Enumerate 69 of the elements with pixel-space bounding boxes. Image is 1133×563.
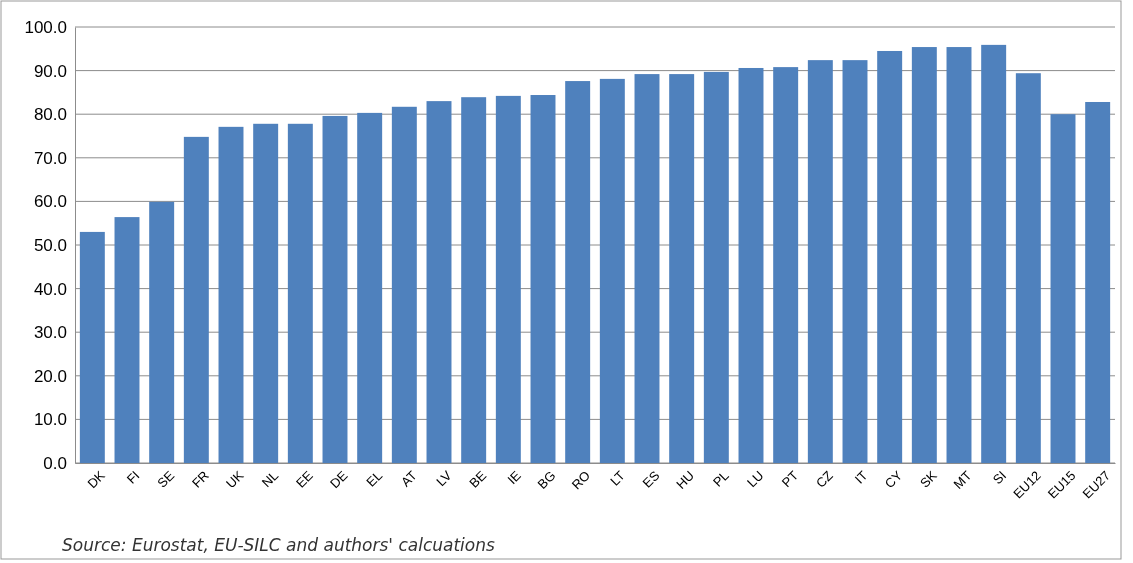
bar — [322, 115, 348, 463]
bar — [807, 60, 833, 463]
bar — [253, 123, 279, 463]
bar — [946, 47, 972, 463]
bar — [114, 217, 140, 463]
x-tick-label: PT — [778, 467, 802, 491]
y-tick-label: 40.0 — [33, 279, 67, 299]
bar — [287, 123, 313, 463]
bar — [391, 106, 417, 463]
source-note: Source: Eurostat, EU-SILC and authors' calcuations — [62, 535, 496, 555]
y-tick-label: 70.0 — [33, 148, 67, 168]
y-tick-label: 50.0 — [33, 235, 67, 255]
bar — [599, 78, 625, 463]
y-tick-label: 0.0 — [43, 453, 67, 473]
bar — [495, 95, 521, 463]
bar — [669, 74, 695, 463]
x-tick-label: BE — [466, 467, 490, 491]
x-tick-label: LV — [433, 467, 455, 490]
x-tick-label: ES — [639, 467, 663, 491]
x-tick-label: SK — [916, 467, 941, 491]
x-tick-label: EE — [292, 467, 317, 491]
x-tick-label: SE — [154, 467, 178, 491]
bar — [1050, 114, 1076, 463]
bar — [634, 74, 660, 463]
x-tick-label: LU — [744, 467, 767, 491]
bar — [183, 136, 209, 463]
bar — [877, 50, 903, 463]
x-tick-label: BG — [534, 467, 559, 492]
y-tick-label: 90.0 — [33, 61, 67, 81]
bar — [461, 97, 487, 463]
x-tick-label: NL — [258, 467, 282, 491]
x-tick-label: FI — [123, 467, 143, 487]
bar — [911, 47, 937, 463]
bar — [218, 126, 244, 463]
x-tick-label: EL — [363, 467, 386, 490]
bar — [703, 71, 729, 463]
y-tick-label: 80.0 — [33, 105, 67, 125]
x-tick-label: SI — [989, 467, 1010, 488]
x-tick-label: PL — [709, 467, 732, 490]
bar — [1085, 101, 1111, 463]
x-tick-label: DK — [84, 467, 109, 492]
y-tick-label: 10.0 — [33, 410, 67, 430]
x-tick-label: FR — [188, 467, 212, 491]
y-tick-label: 20.0 — [33, 366, 67, 386]
bar — [738, 67, 764, 463]
bar — [981, 44, 1007, 463]
bar — [773, 67, 799, 463]
x-tick-label: MT — [950, 467, 975, 492]
bar — [530, 95, 556, 463]
bar — [1015, 73, 1041, 463]
bar — [565, 81, 591, 463]
x-tick-label: IT — [851, 467, 871, 487]
y-tick-label: 100.0 — [24, 17, 67, 37]
y-tick-label: 60.0 — [33, 192, 67, 212]
x-tick-label: IE — [504, 467, 525, 488]
x-tick-label: LT — [607, 467, 628, 489]
bar — [426, 101, 452, 463]
y-tick-label: 30.0 — [33, 323, 67, 343]
x-tick-label: HU — [673, 467, 698, 492]
bar — [79, 231, 105, 463]
bar — [149, 201, 175, 463]
x-tick-label: CZ — [812, 467, 836, 491]
bar — [842, 60, 868, 463]
bar — [357, 112, 383, 463]
x-tick-label: UK — [223, 467, 247, 492]
x-tick-label: DE — [327, 467, 351, 492]
x-tick-label: AT — [398, 467, 420, 490]
x-tick-label: CY — [881, 467, 906, 492]
x-tick-label: RO — [568, 467, 594, 493]
